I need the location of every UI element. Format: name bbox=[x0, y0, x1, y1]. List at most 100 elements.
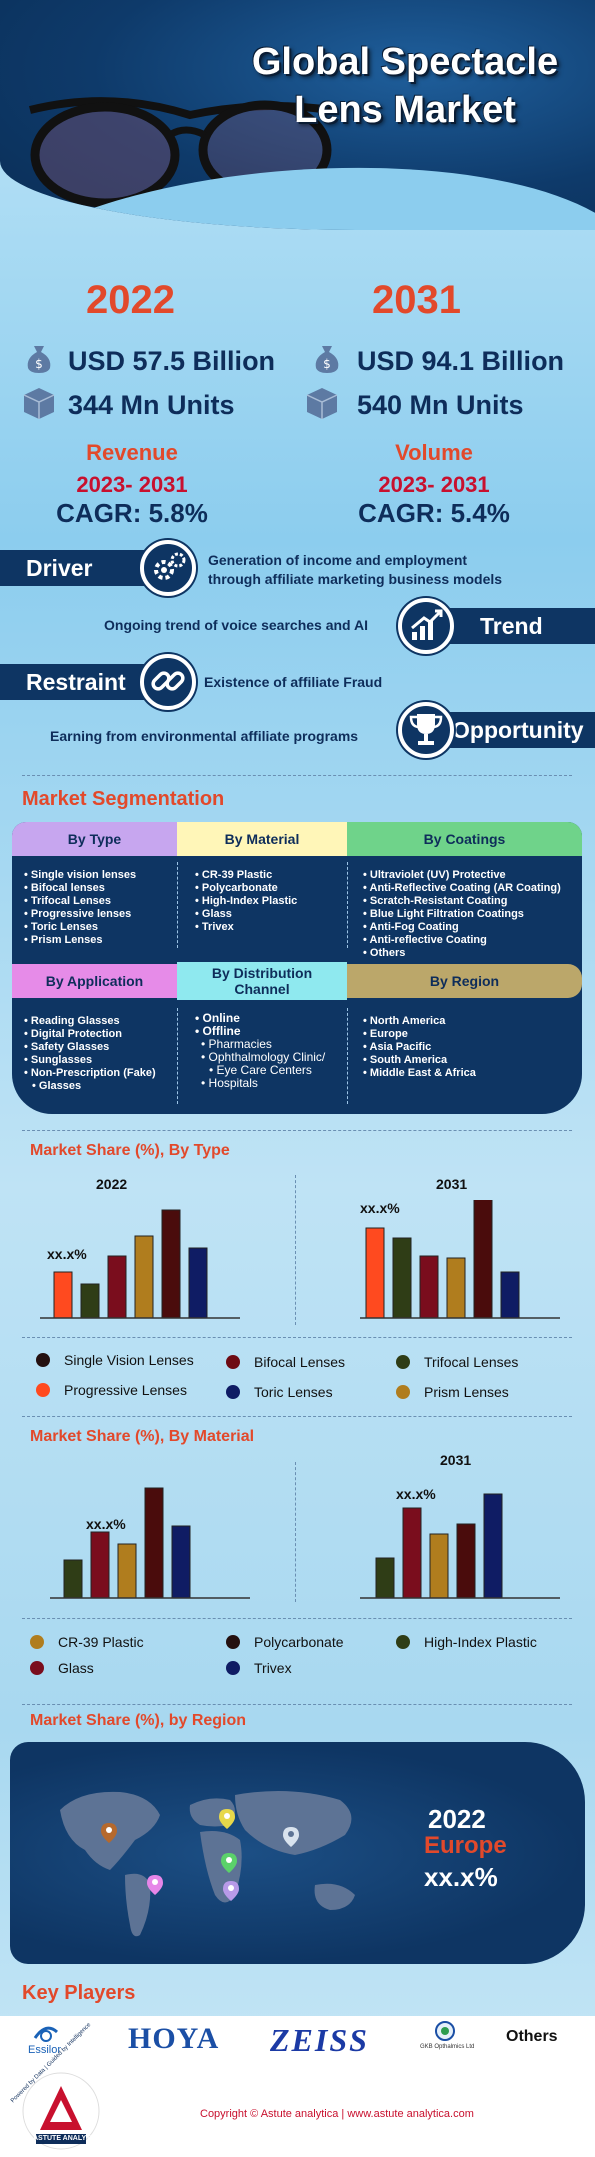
list-item: Others bbox=[363, 947, 561, 960]
bar bbox=[392, 1237, 412, 1319]
box-icon bbox=[23, 388, 55, 419]
legend-item: Bifocal Lenses bbox=[226, 1354, 345, 1370]
region-year: 2022 bbox=[428, 1804, 486, 1834]
legend-label: Progressive Lenses bbox=[64, 1382, 187, 1398]
legend-label: Trivex bbox=[254, 1660, 292, 1676]
map-pin-icon bbox=[147, 1875, 163, 1895]
legend-item: Prism Lenses bbox=[396, 1384, 509, 1400]
legend-swatch bbox=[36, 1383, 50, 1397]
gears-icon-circle bbox=[140, 540, 196, 596]
legend-item: Single Vision Lenses bbox=[36, 1352, 194, 1368]
map-pin-icon bbox=[219, 1809, 235, 1829]
volume-2031: 540 Mn Units bbox=[357, 390, 524, 420]
divider bbox=[22, 1130, 572, 1131]
list-item: Offline bbox=[195, 1025, 325, 1038]
volume-label: Volume bbox=[395, 440, 473, 465]
revenue-label: Revenue bbox=[86, 440, 178, 465]
list-item: Digital Protection bbox=[24, 1028, 156, 1041]
legend-item: Trivex bbox=[226, 1660, 292, 1676]
share-by-region-title: Market Share (%), by Region bbox=[30, 1712, 247, 1729]
world-map bbox=[60, 1791, 355, 1937]
bar bbox=[53, 1271, 73, 1319]
bar bbox=[365, 1227, 385, 1319]
list-item: Toric Lenses bbox=[24, 921, 136, 934]
footer: Powered by Data | Guided by Intelligence… bbox=[0, 2022, 595, 2157]
legend-label: Prism Lenses bbox=[424, 1384, 509, 1400]
by-distribution-header: By Distribution Channel bbox=[177, 962, 347, 1000]
distribution-list: Online Offline Pharmacies Ophthalmology … bbox=[195, 1012, 326, 1090]
share-by-type-title: Market Share (%), By Type bbox=[30, 1142, 230, 1159]
legend-label: Polycarbonate bbox=[254, 1634, 344, 1650]
type-2022-placeholder-label: xx.x% bbox=[47, 1246, 87, 1262]
year-2022-label: 2022 bbox=[86, 278, 175, 322]
page-title: Global Spectacle Lens Market bbox=[251, 41, 559, 131]
gears-icon bbox=[154, 552, 186, 580]
svg-text:$: $ bbox=[35, 357, 43, 371]
list-item: Europe bbox=[363, 1028, 476, 1041]
revenue-2031: USD 94.1 Billion bbox=[357, 346, 565, 376]
map-pin-icon bbox=[221, 1853, 237, 1873]
coatings-list: Ultraviolet (UV) Protective Anti-Reflect… bbox=[363, 869, 561, 960]
player-zeiss: ZEISS bbox=[270, 2022, 369, 2058]
type-2022-bar-chart bbox=[40, 1209, 240, 1319]
bar bbox=[483, 1493, 503, 1599]
gkb-logo-icon bbox=[435, 2021, 455, 2041]
divider bbox=[177, 862, 178, 948]
bar bbox=[134, 1235, 154, 1319]
map-pin-icon bbox=[283, 1827, 299, 1847]
list-item: Ophthalmology Clinic/ bbox=[195, 1051, 326, 1064]
list-item: Hospitals bbox=[195, 1077, 325, 1090]
divider bbox=[295, 1175, 296, 1325]
legend-item: High-Index Plastic bbox=[396, 1634, 537, 1650]
trophy-icon bbox=[409, 714, 443, 745]
legend-swatch bbox=[226, 1661, 240, 1675]
bar bbox=[63, 1559, 83, 1599]
trend-icon-circle bbox=[398, 598, 454, 654]
list-item: Safety Glasses bbox=[24, 1041, 156, 1054]
legend-label: High-Index Plastic bbox=[424, 1634, 537, 1650]
legend-label: CR-39 Plastic bbox=[58, 1634, 144, 1650]
bar bbox=[419, 1255, 439, 1319]
footer-brand: ASTUTE ANALYTICA bbox=[33, 2135, 103, 2142]
essilor-logo-icon bbox=[33, 2026, 59, 2042]
restraint-label: Restraint bbox=[0, 664, 165, 700]
list-item: Anti-reflective Coating bbox=[363, 934, 561, 947]
legend-item: CR-39 Plastic bbox=[30, 1634, 144, 1650]
volume-cagr: CAGR: 5.4% bbox=[358, 498, 510, 528]
player-essilor: Essilor bbox=[28, 2044, 62, 2056]
money-bag-icon: $ bbox=[27, 346, 51, 373]
trophy-icon-circle bbox=[398, 702, 454, 758]
bar bbox=[144, 1487, 164, 1599]
material-2031-placeholder-label: xx.x% bbox=[396, 1486, 436, 1502]
revenue-cagr-years: 2023- 2031 bbox=[76, 472, 188, 497]
legend-swatch bbox=[226, 1355, 240, 1369]
legend-swatch bbox=[226, 1385, 240, 1399]
legend-swatch bbox=[30, 1661, 44, 1675]
driver-text: Generation of income and employment thro… bbox=[208, 552, 503, 587]
bar bbox=[402, 1507, 422, 1599]
bar bbox=[80, 1283, 100, 1319]
divider bbox=[22, 1337, 572, 1338]
year-2031-label: 2031 bbox=[372, 278, 461, 322]
list-item: Single vision lenses bbox=[24, 869, 136, 882]
driver-label: Driver bbox=[0, 550, 165, 586]
bar bbox=[117, 1543, 137, 1599]
legend-label: Trifocal Lenses bbox=[424, 1354, 519, 1370]
map-pin-icon bbox=[223, 1881, 239, 1901]
chain-link-icon bbox=[151, 671, 185, 691]
bar bbox=[171, 1525, 191, 1599]
bar bbox=[161, 1209, 181, 1319]
chain-icon-circle bbox=[140, 654, 196, 710]
volume-cagr-years: 2023- 2031 bbox=[378, 472, 490, 497]
revenue-cagr: CAGR: 5.8% bbox=[56, 498, 208, 528]
legend-swatch bbox=[36, 1353, 50, 1367]
list-item: Progressive lenses bbox=[24, 908, 136, 921]
legend-item: Glass bbox=[30, 1660, 94, 1676]
list-item: South America bbox=[363, 1054, 476, 1067]
list-item: Eye Care Centers bbox=[195, 1064, 325, 1077]
by-type-header: By Type bbox=[12, 822, 177, 856]
region-name: Europe bbox=[424, 1832, 507, 1859]
divider bbox=[22, 1416, 572, 1417]
header-banner: Global Spectacle Lens Market bbox=[0, 0, 595, 230]
material-2022-placeholder-label: xx.x% bbox=[86, 1516, 126, 1532]
